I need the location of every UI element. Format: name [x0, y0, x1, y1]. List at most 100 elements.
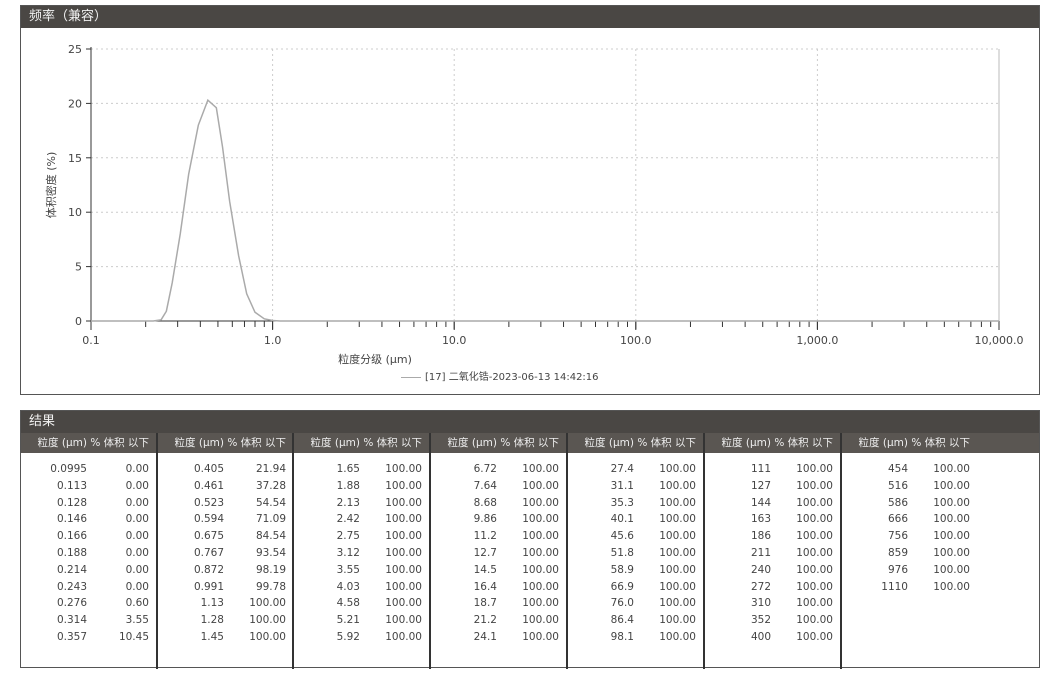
percent-cell: 100.00 [933, 463, 970, 475]
table-row: 40.1 100.00 [568, 511, 703, 528]
size-cell: 0.214 [56, 563, 87, 576]
size-cell: 0.314 [56, 614, 87, 627]
size-header: 粒度 (μm) [174, 437, 224, 449]
table-row: 1.13 100.00 [158, 595, 292, 612]
column-header-row: 粒度 (μm)% 体积 以下 [431, 433, 566, 453]
size-cell: 1.88 [336, 479, 360, 492]
table-row: 0.214 0.00 [21, 562, 156, 579]
percent-cell: 100.00 [933, 496, 970, 509]
percent-cell: 100.00 [659, 546, 696, 559]
size-cell: 352 [750, 614, 771, 627]
table-row: 0.243 0.00 [21, 579, 156, 596]
size-cell: 666 [887, 513, 908, 526]
size-cell: 211 [750, 546, 771, 559]
table-row: 31.1 100.00 [568, 478, 703, 495]
percent-cell: 100.00 [385, 479, 422, 492]
percent-cell: 100.00 [659, 630, 696, 643]
x-tick-label: 10.0 [442, 334, 467, 347]
percent-cell: 100.00 [933, 563, 970, 576]
percent-cell: 0.00 [125, 479, 149, 492]
legend-line-swatch [401, 376, 421, 378]
results-title: 结果 [21, 411, 1039, 433]
table-row: 859 100.00 [842, 545, 1039, 562]
size-cell: 21.2 [473, 614, 497, 627]
chart-panel-title: 频率（兼容） [21, 6, 1039, 28]
size-header: 粒度 (μm) [37, 437, 87, 449]
percent-cell: 100.00 [385, 546, 422, 559]
percent-cell: 100.00 [933, 513, 970, 526]
table-row: 127 100.00 [705, 478, 840, 495]
table-row: 516 100.00 [842, 478, 1039, 495]
size-cell: 0.991 [193, 580, 224, 593]
percent-cell: 100.00 [385, 630, 422, 643]
table-row: 1110 100.00 [842, 579, 1039, 596]
x-tick-label: 0.1 [82, 334, 100, 347]
table-row: 756 100.00 [842, 528, 1039, 545]
size-cell: 0.357 [56, 630, 87, 643]
percent-cell: 10.45 [118, 630, 149, 643]
size-cell: 163 [750, 513, 771, 526]
table-row: 45.6 100.00 [568, 528, 703, 545]
percent-cell: 93.54 [255, 546, 286, 559]
table-row: 0.872 98.19 [158, 562, 292, 579]
size-cell: 0.166 [56, 530, 87, 543]
size-cell: 40.1 [610, 513, 634, 526]
percent-cell: 100.00 [933, 580, 970, 593]
percent-cell: 0.60 [125, 597, 149, 610]
size-cell: 0.276 [56, 597, 87, 610]
percent-cell: 0.00 [125, 496, 149, 509]
table-row: 0.146 0.00 [21, 511, 156, 528]
size-cell: 5.21 [336, 614, 360, 627]
table-row: 0.276 0.60 [21, 595, 156, 612]
column-header-row: 粒度 (μm)% 体积 以下 [568, 433, 703, 453]
size-cell: 1.65 [336, 463, 360, 475]
results-header-bg [21, 433, 1039, 453]
percent-cell: 100.00 [522, 614, 559, 627]
percent-cell: 84.54 [255, 530, 286, 543]
table-row: 4.58 100.00 [294, 595, 429, 612]
table-row: 0.128 0.00 [21, 495, 156, 512]
percent-cell: 100.00 [249, 597, 286, 610]
table-row: 8.68 100.00 [431, 495, 566, 512]
percent-cell: 100.00 [659, 563, 696, 576]
size-cell: 0.594 [193, 513, 224, 526]
size-cell: 272 [750, 580, 771, 593]
size-cell: 1110 [881, 580, 908, 593]
size-cell: 1.28 [200, 614, 224, 627]
size-cell: 18.7 [473, 597, 497, 610]
table-row: 3.12 100.00 [294, 545, 429, 562]
percent-cell: 100.00 [796, 513, 833, 526]
size-cell: 0.243 [56, 580, 87, 593]
percent-cell: 100.00 [796, 630, 833, 643]
percent-cell: 54.54 [255, 496, 286, 509]
table-row: 24.1 100.00 [431, 629, 566, 646]
column-header-row: 粒度 (μm)% 体积 以下 [842, 433, 1039, 453]
table-row: 1.28 100.00 [158, 612, 292, 629]
table-row: 6.72 100.00 [431, 461, 566, 478]
percent-cell: 98.19 [255, 563, 286, 576]
percent-cell: 100.00 [385, 530, 422, 543]
table-row: 163 100.00 [705, 511, 840, 528]
results-column-group: 粒度 (μm)% 体积 以下 1.65 100.00 1.88 100.00 2.13 10… [294, 433, 431, 669]
size-cell: 186 [750, 530, 771, 543]
size-cell: 0.113 [56, 479, 87, 492]
table-row: 0.523 54.54 [158, 495, 292, 512]
percent-cell: 0.00 [125, 513, 149, 526]
percent-cell: 100.00 [796, 479, 833, 492]
size-cell: 400 [750, 630, 771, 643]
table-row: 186 100.00 [705, 528, 840, 545]
table-row: 310 100.00 [705, 595, 840, 612]
size-cell: 127 [750, 479, 771, 492]
percent-cell: 100.00 [522, 597, 559, 610]
size-cell: 2.13 [336, 496, 360, 509]
size-header: 粒度 (μm) [858, 437, 908, 449]
percent-cell: 100.00 [522, 463, 559, 475]
size-cell: 66.9 [610, 580, 634, 593]
size-cell: 0.405 [193, 463, 224, 475]
size-cell: 0.0995 [50, 463, 87, 475]
table-row: 144 100.00 [705, 495, 840, 512]
percent-cell: 100.00 [522, 496, 559, 509]
size-cell: 27.4 [610, 463, 634, 475]
y-tick-label: 5 [75, 261, 82, 274]
chart-legend: [17] 二氧化锆-2023-06-13 14:42:16 [401, 368, 599, 383]
